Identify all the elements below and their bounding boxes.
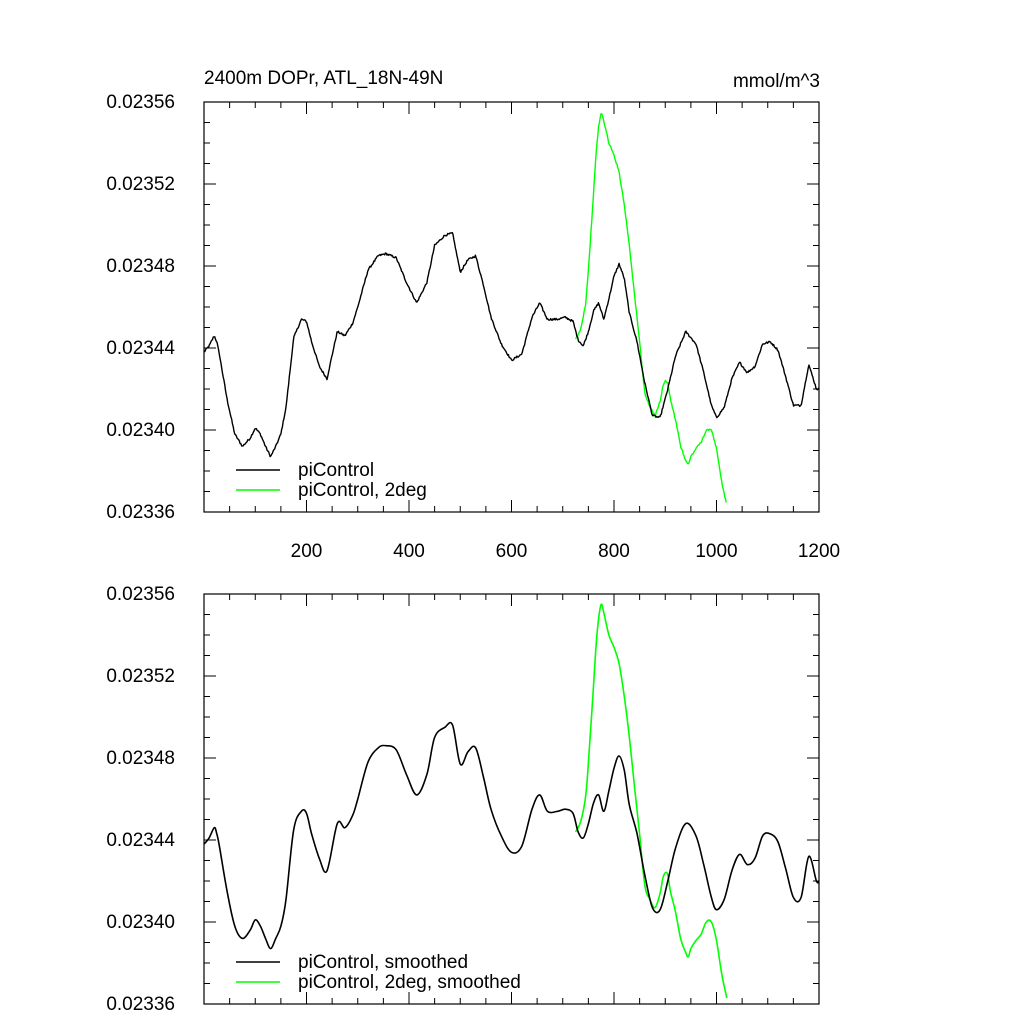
y-tick-label: 0.02336 — [106, 502, 175, 523]
top-chart-panel: 2400m DOPr, ATL_18N-49N mmol/m^3 0.02336… — [106, 68, 840, 562]
major-ticks — [204, 101, 820, 513]
units-label: mmol/m^3 — [733, 71, 820, 92]
y-tick-label: 0.02344 — [106, 830, 175, 851]
x-tick-label: 1000 — [695, 541, 737, 562]
series-group — [203, 603, 820, 999]
y-tick-label: 0.02336 — [106, 994, 175, 1015]
minor-ticks — [204, 102, 819, 512]
bottom-chart-panel: 0.02336 0.02340 0.02344 0.02348 0.02352 … — [106, 584, 820, 1015]
y-tick-label: 0.02348 — [106, 748, 175, 769]
legend: piControl, smoothed piControl, 2deg, smo… — [236, 952, 521, 993]
major-ticks — [204, 593, 820, 1005]
x-tick-label: 600 — [496, 541, 528, 562]
y-tick-label: 0.02340 — [106, 912, 175, 933]
series-line-picontrol-2deg-smoothed — [574, 603, 728, 999]
x-tick-label: 200 — [291, 541, 323, 562]
legend-label: piControl, smoothed — [298, 952, 468, 973]
y-tick-label: 0.02340 — [106, 420, 175, 441]
y-tick-label: 0.02348 — [106, 256, 175, 277]
legend-label: piControl — [298, 460, 374, 481]
y-tick-label: 0.02356 — [106, 584, 175, 605]
series-line-picontrol-2deg — [574, 113, 727, 503]
legend-label: piControl, 2deg — [298, 480, 427, 501]
y-tick-label: 0.02356 — [106, 92, 175, 113]
chart-title: 2400m DOPr, ATL_18N-49N — [204, 68, 443, 89]
x-axis-tick-labels: 200 400 600 800 1000 1200 — [291, 541, 840, 562]
x-tick-label: 400 — [393, 541, 425, 562]
series-line-picontrol — [203, 231, 820, 458]
plot-frame — [203, 593, 820, 1005]
plot-frame — [203, 101, 820, 513]
y-tick-label: 0.02352 — [106, 174, 175, 195]
y-tick-label: 0.02344 — [106, 338, 175, 359]
y-axis-tick-labels: 0.02336 0.02340 0.02344 0.02348 0.02352 … — [106, 584, 175, 1015]
x-tick-label: 1200 — [798, 541, 840, 562]
legend: piControl piControl, 2deg — [236, 460, 427, 501]
x-tick-label: 800 — [598, 541, 630, 562]
y-tick-label: 0.02352 — [106, 666, 175, 687]
legend-label: piControl, 2deg, smoothed — [298, 972, 521, 993]
y-axis-tick-labels: 0.02336 0.02340 0.02344 0.02348 0.02352 … — [106, 92, 175, 523]
series-line-picontrol-smoothed — [203, 721, 820, 950]
minor-ticks — [204, 594, 819, 1004]
series-group — [203, 113, 820, 503]
